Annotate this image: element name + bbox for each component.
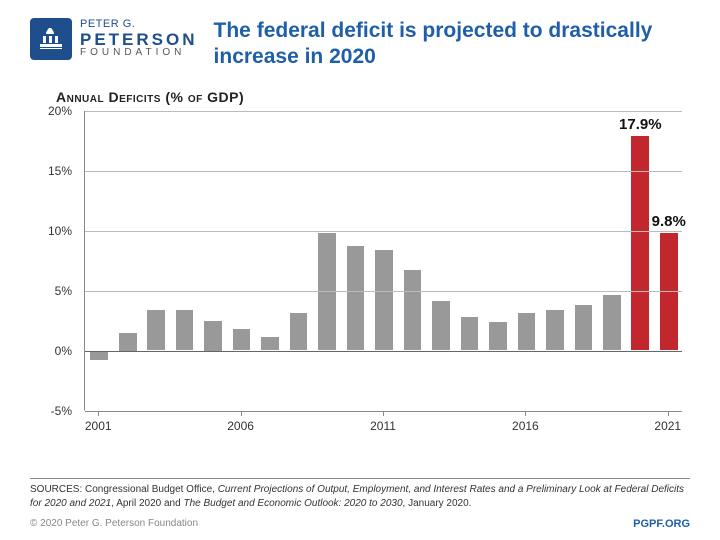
x-tick-label: 2006 <box>227 419 254 433</box>
bar <box>432 301 450 350</box>
bar <box>318 233 336 351</box>
x-tick-label: 2021 <box>654 419 681 433</box>
bar <box>290 313 308 350</box>
bar <box>489 322 507 351</box>
bar <box>518 313 536 350</box>
bar <box>461 317 479 351</box>
sources-italic2: The Budget and Economic Outlook: 2020 to… <box>183 498 402 509</box>
x-tickmark <box>383 411 384 416</box>
logo-text: PETER G. PETERSON FOUNDATION <box>80 19 198 59</box>
gridline <box>85 351 682 352</box>
x-tickmark <box>668 411 669 416</box>
bar <box>204 321 222 351</box>
logo-mark-icon <box>30 18 72 60</box>
bar <box>347 246 365 350</box>
plot-area: 17.9%9.8% <box>84 111 682 411</box>
logo-line1: PETER G. <box>80 19 198 31</box>
bar-data-label: 17.9% <box>619 116 662 133</box>
x-tick-label: 2001 <box>85 419 112 433</box>
bar-data-label: 9.8% <box>652 213 686 230</box>
gridline <box>85 171 682 172</box>
bar <box>404 270 422 350</box>
y-tick-label: 15% <box>48 164 72 178</box>
y-axis: -5%0%5%10%15%20% <box>30 111 78 411</box>
bar <box>176 310 194 351</box>
bar <box>631 136 649 351</box>
header: PETER G. PETERSON FOUNDATION The federal… <box>0 0 720 81</box>
sources-text: SOURCES: Congressional Budget Office, Cu… <box>30 478 690 510</box>
footer: © 2020 Peter G. Peterson Foundation PGPF… <box>30 518 690 530</box>
chart: -5%0%5%10%15%20% 17.9%9.8% 2001200620112… <box>30 111 690 441</box>
footer-url: PGPF.ORG <box>633 518 690 530</box>
x-axis: 2001 2006 2011 2016 2021 <box>84 413 682 433</box>
y-tick-label: 0% <box>55 344 72 358</box>
sources-suffix: , January 2020. <box>403 498 472 509</box>
bar <box>233 329 251 351</box>
gridline <box>85 231 682 232</box>
gridline <box>85 111 682 112</box>
bar <box>119 333 137 351</box>
bars-group: 17.9%9.8% <box>85 111 682 410</box>
chart-title: The federal deficit is projected to dras… <box>214 18 690 71</box>
bar <box>660 233 678 351</box>
sources-mid: , April 2020 and <box>111 498 183 509</box>
logo-line2: PETERSON <box>80 31 198 49</box>
copyright-text: © 2020 Peter G. Peterson Foundation <box>30 518 198 530</box>
logo: PETER G. PETERSON FOUNDATION <box>30 18 198 60</box>
x-tick-label: 2011 <box>370 419 396 433</box>
bar <box>90 351 108 361</box>
gridline <box>85 291 682 292</box>
y-tick-label: 20% <box>48 104 72 118</box>
bar <box>575 305 593 351</box>
x-tick-label: 2016 <box>512 419 539 433</box>
bar <box>375 250 393 351</box>
y-tick-label: -5% <box>51 404 72 418</box>
y-tick-label: 10% <box>48 224 72 238</box>
x-tickmark <box>241 411 242 416</box>
x-tickmark <box>98 411 99 416</box>
bar <box>603 295 621 350</box>
bar <box>546 310 564 351</box>
x-tickmark <box>525 411 526 416</box>
chart-subtitle: Annual Deficits (% of GDP) <box>56 89 720 105</box>
y-tick-label: 5% <box>55 284 72 298</box>
bar <box>261 337 279 350</box>
bar <box>147 310 165 351</box>
logo-line3: FOUNDATION <box>80 48 198 59</box>
sources-prefix: SOURCES: Congressional Budget Office, <box>30 484 218 495</box>
